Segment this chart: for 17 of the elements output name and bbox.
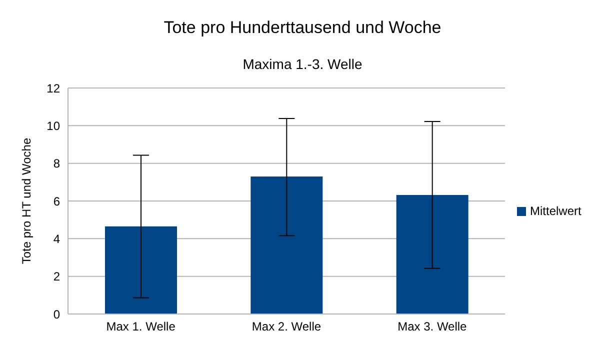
bar (396, 194, 468, 314)
y-tick-label: 12 (46, 81, 60, 96)
y-tick-label: 0 (53, 307, 60, 322)
x-tick-label: Max 2. Welle (252, 320, 322, 334)
legend-label: Mittelwert (530, 204, 582, 218)
chart-subtitle: Maxima 1.-3. Welle (242, 56, 364, 72)
y-tick-label: 6 (53, 194, 60, 208)
y-axis-title: Tote pro HT und Woche (19, 138, 34, 264)
bar (250, 176, 323, 314)
chart-title: Tote pro Hunderttausend und Woche (162, 18, 442, 38)
x-tick-label: Max 1. Welle (106, 320, 176, 334)
y-tick-label: 2 (53, 270, 60, 284)
y-tick-label: 4 (53, 232, 60, 246)
x-tick-label: Max 3. Welle (398, 320, 468, 334)
y-tick-label: 10 (46, 118, 60, 133)
y-tick-label: 8 (53, 156, 60, 171)
bar (105, 226, 177, 314)
